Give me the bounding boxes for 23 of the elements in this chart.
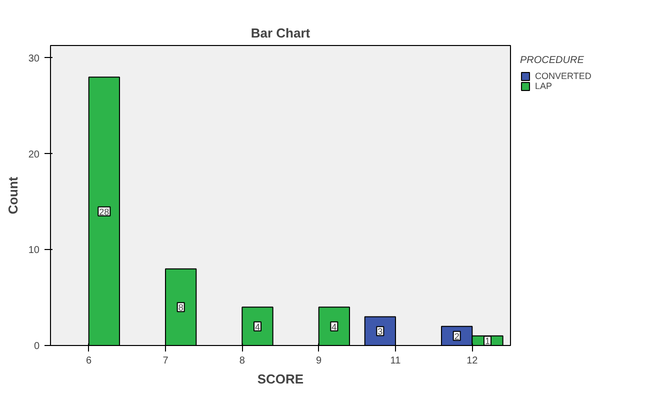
x-tick-label: 9 — [316, 356, 322, 366]
data-label: 28 — [99, 206, 110, 217]
x-tick-label: 7 — [162, 356, 169, 366]
x-tick-label: 12 — [466, 356, 478, 366]
chart-title: Bar Chart — [250, 26, 311, 40]
data-label: 4 — [254, 322, 260, 332]
data-label: 4 — [332, 322, 337, 332]
x-axis-title: SCORE — [257, 372, 304, 386]
data-label: 1 — [484, 336, 490, 346]
y-tick-label: 0 — [34, 341, 40, 352]
data-label: 3 — [378, 326, 383, 337]
data-label: 2 — [454, 331, 460, 342]
y-tick-label: 20 — [28, 149, 40, 160]
legend-title: PROCEDURE — [520, 55, 585, 66]
x-tick-label: 6 — [86, 356, 92, 366]
data-label: 8 — [178, 302, 184, 313]
y-tick-label: 30 — [28, 53, 40, 64]
y-axis-title: Count — [5, 176, 20, 214]
y-tick-label: 10 — [28, 245, 40, 256]
x-tick-label: 11 — [390, 356, 402, 366]
legend-label: LAP — [535, 81, 554, 91]
x-tick-label: 8 — [239, 356, 246, 366]
legend-label: CONVERTED — [535, 71, 592, 81]
